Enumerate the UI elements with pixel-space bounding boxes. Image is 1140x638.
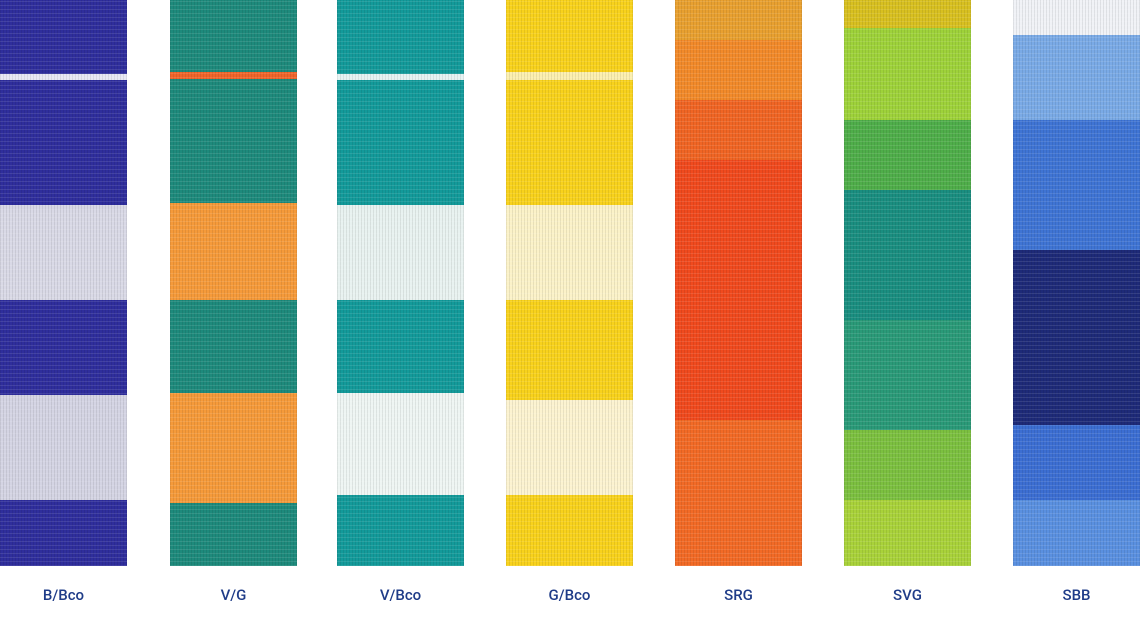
fabric-swatch	[337, 0, 464, 566]
fabric-swatch	[170, 0, 297, 566]
swatch-label: SVG	[893, 586, 922, 604]
swatch-label: V/G	[220, 586, 247, 604]
fabric-swatch	[675, 0, 802, 566]
fabric-swatch	[844, 0, 971, 566]
swatch-label: SRG	[724, 586, 753, 604]
fabric-swatch	[506, 0, 633, 566]
fabric-swatch	[1013, 0, 1140, 566]
swatch-label: SBB	[1062, 586, 1091, 604]
swatch-label: B/Bco	[42, 586, 85, 604]
fabric-swatch	[0, 0, 127, 566]
swatch-label: V/Bco	[379, 586, 422, 604]
swatch-label: G/Bco	[548, 586, 591, 604]
